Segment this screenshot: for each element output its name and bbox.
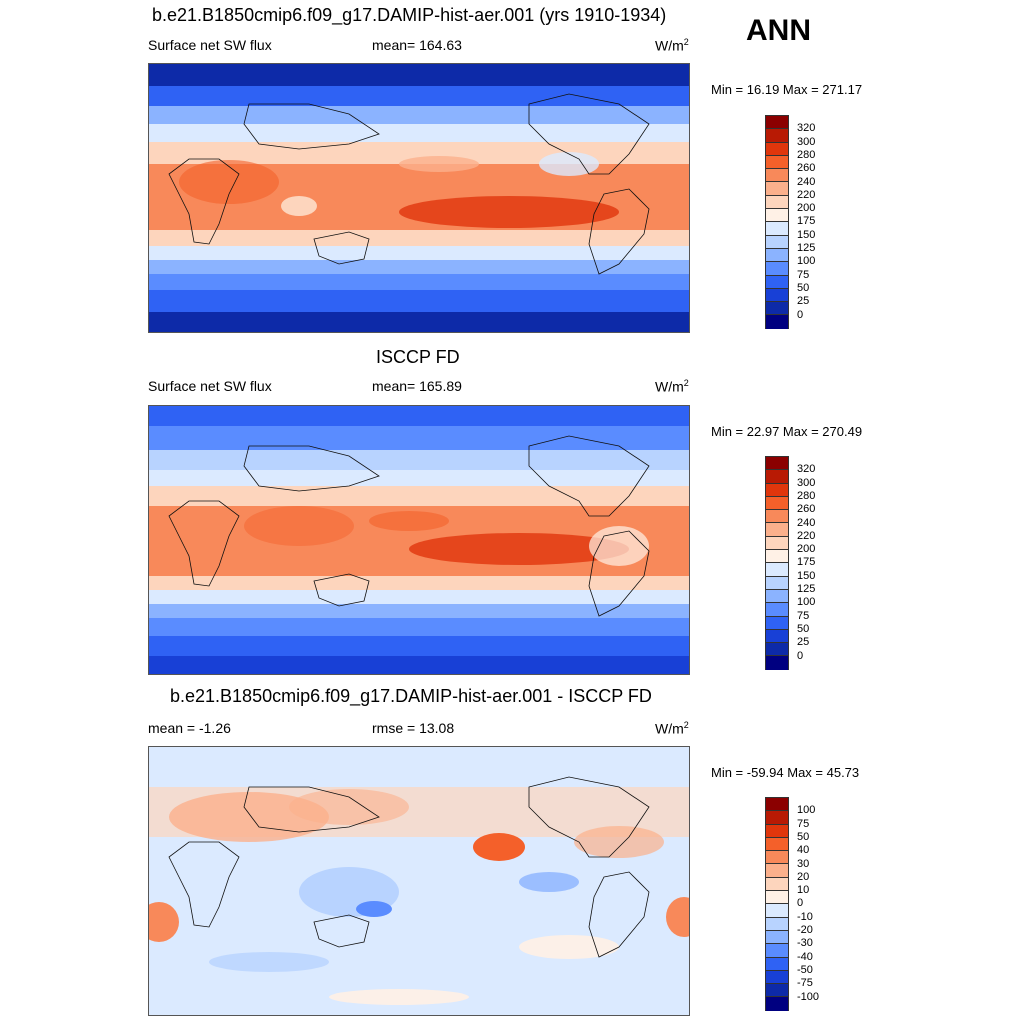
panel-1-colorbar: [765, 115, 789, 329]
panel-3-colorbar-tick: 50: [797, 830, 810, 843]
panel-1-colorbar-tick: 150: [797, 228, 816, 241]
panel-3-colorbar-tick: -20: [797, 924, 813, 936]
panel-2-colorbar-tick: 75: [797, 609, 810, 622]
panel-1-colorbar-tick: 320: [797, 122, 816, 135]
panel-3-colorbar-tick: -40: [797, 950, 813, 963]
panel-2-colorbar-tick: 240: [797, 516, 816, 529]
panel-3-title: b.e21.B1850cmip6.f09_g17.DAMIP-hist-aer.…: [170, 686, 652, 706]
panel-2-colorbar-tick: 25: [797, 636, 810, 649]
panel-2-title: ISCCP FD: [376, 347, 460, 367]
panel-2-variable-label: Surface net SW flux: [148, 378, 272, 394]
panel-1-colorbar-tick: 25: [797, 295, 810, 308]
panel-2-map: [148, 405, 690, 675]
panel-2-colorbar-tick: 260: [797, 503, 816, 516]
panel-1-map: [148, 63, 690, 333]
panel-3-colorbar-tick: 40: [797, 844, 810, 857]
panel-2-mean-label: mean= 165.89: [372, 378, 462, 394]
panel-3-colorbar-tick: -10: [797, 910, 813, 923]
panel-2-colorbar-tick: 150: [797, 569, 816, 582]
panel-2-colorbar-tick: 220: [797, 529, 816, 542]
panel-3-colorbar-tick: -100: [797, 990, 820, 1003]
panel-1-colorbar-tick: 200: [797, 202, 816, 215]
panel-1-colorbar-tick: 300: [797, 135, 816, 148]
panel-2-minmax: Min = 22.97 Max = 270.49: [711, 424, 863, 439]
panel-2-colorbar-tick: 175: [797, 556, 816, 569]
panel-2-colorbar-tick: 200: [797, 543, 816, 556]
panel-3-map: [148, 746, 690, 1016]
panel-1-colorbar-tick: 75: [797, 268, 810, 281]
panel-1-colorbar-tick: 125: [797, 242, 816, 254]
panel-3-colorbar-tick: 100: [797, 804, 816, 817]
panel-2-units: W/m2: [655, 378, 689, 395]
panel-3-colorbar-tick: -30: [797, 937, 813, 950]
panel-1-colorbar-tick: 50: [797, 281, 810, 294]
panel-3-mean-label: mean = -1.26: [148, 720, 231, 736]
panel-1-colorbar-tick: 0: [797, 308, 804, 321]
panel-3-colorbar-tick: -75: [797, 977, 813, 990]
panel-3-colorbar-tick: 75: [797, 817, 810, 830]
panel-3-colorbar-tick: -50: [797, 963, 813, 976]
panel-3-colorbar-tick: 10: [797, 884, 810, 897]
panel-2-colorbar-tick: 50: [797, 622, 810, 635]
season-label: ANN: [746, 14, 811, 47]
panel-2-colorbar-tick: 320: [797, 463, 816, 476]
panel-2-colorbar: [765, 456, 789, 670]
panel-3-colorbar-tick: 0: [797, 897, 804, 910]
panel-2-colorbar-tick: 300: [797, 476, 816, 489]
panel-3-colorbar: [765, 797, 789, 1011]
panel-2-colorbar-tick: 125: [797, 583, 816, 595]
panel-1-colorbar-tick: 260: [797, 162, 816, 175]
panel-1-colorbar-tick: 100: [797, 255, 816, 268]
panel-1-colorbar-tick: 240: [797, 175, 816, 188]
panel-2-colorbar-tick: 280: [797, 489, 816, 502]
panel-3-colorbar-tick: 20: [797, 870, 810, 883]
panel-2-colorbar-tick: 0: [797, 649, 804, 662]
panel-1-mean-label: mean= 164.63: [372, 37, 462, 53]
panel-1-colorbar-tick: 220: [797, 188, 816, 201]
panel-1-minmax: Min = 16.19 Max = 271.17: [711, 82, 863, 97]
panel-1-colorbar-tick: 280: [797, 148, 816, 161]
panel-1-variable-label: Surface net SW flux: [148, 37, 272, 53]
panel-2-colorbar-tick: 100: [797, 596, 816, 609]
panel-1-title: b.e21.B1850cmip6.f09_g17.DAMIP-hist-aer.…: [152, 5, 667, 25]
panel-3-colorbar-tick: 30: [797, 857, 810, 870]
panel-1-units: W/m2: [655, 37, 689, 54]
panel-3-minmax: Min = -59.94 Max = 45.73: [711, 765, 860, 780]
panel-3-rmse-label: rmse = 13.08: [372, 720, 455, 736]
panel-3-units: W/m2: [655, 720, 689, 737]
panel-1-colorbar-tick: 175: [797, 215, 816, 228]
